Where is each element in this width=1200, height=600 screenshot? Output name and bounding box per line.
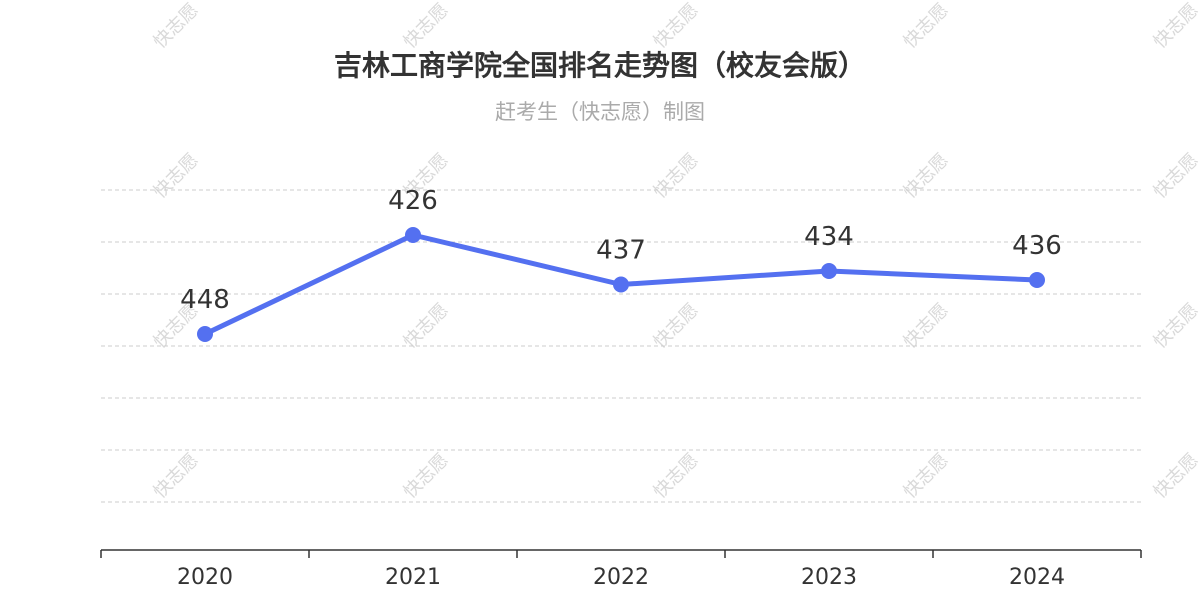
- watermark-text: 快志愿: [650, 150, 703, 203]
- watermark-text: 快志愿: [400, 450, 453, 503]
- watermark-text: 快志愿: [1150, 300, 1200, 353]
- x-tick-label: 2023: [801, 565, 857, 590]
- watermark-text: 快志愿: [900, 150, 953, 203]
- watermark-text: 快志愿: [650, 300, 703, 353]
- data-label: 434: [804, 222, 854, 252]
- watermark-text: 快志愿: [900, 0, 953, 53]
- data-label: 426: [388, 186, 438, 216]
- x-tick-label: 2021: [385, 565, 441, 590]
- x-tick-label: 2022: [593, 565, 649, 590]
- data-label-group: 448 426 437 434 436: [180, 186, 1062, 315]
- chart-title: 吉林工商学院全国排名走势图（校友会版）: [333, 49, 866, 82]
- watermark-text: 快志愿: [1150, 0, 1200, 53]
- x-tick-label: 2020: [177, 565, 233, 590]
- watermark-text: 快志愿: [650, 0, 703, 53]
- watermark-text: 快志愿: [400, 0, 453, 53]
- watermark-text: 快志愿: [400, 300, 453, 353]
- data-point: [405, 227, 421, 243]
- chart-subtitle: 赶考生（快志愿）制图: [495, 100, 705, 124]
- data-point: [197, 326, 213, 342]
- data-point: [821, 263, 837, 279]
- data-label: 437: [596, 236, 646, 266]
- watermark-text: 快志愿: [650, 450, 703, 503]
- watermark-text: 快志愿: [150, 450, 203, 503]
- data-label: 448: [180, 285, 230, 315]
- watermark-text: 快志愿: [150, 0, 203, 53]
- watermark-text: 快志愿: [900, 450, 953, 503]
- grid-lines: [101, 189, 1141, 503]
- x-tick-label: 2024: [1009, 565, 1065, 590]
- data-label: 436: [1012, 231, 1062, 261]
- watermark-text: 快志愿: [900, 300, 953, 353]
- series-line-group: [197, 227, 1045, 342]
- watermark-text: 快志愿: [150, 150, 203, 203]
- data-point: [613, 276, 629, 293]
- watermark-text: 快志愿: [1150, 150, 1200, 203]
- x-axis: 2020 2021 2022 2023 2024: [100, 549, 1142, 590]
- watermark-text: 快志愿: [1150, 450, 1200, 503]
- data-point: [1029, 272, 1045, 288]
